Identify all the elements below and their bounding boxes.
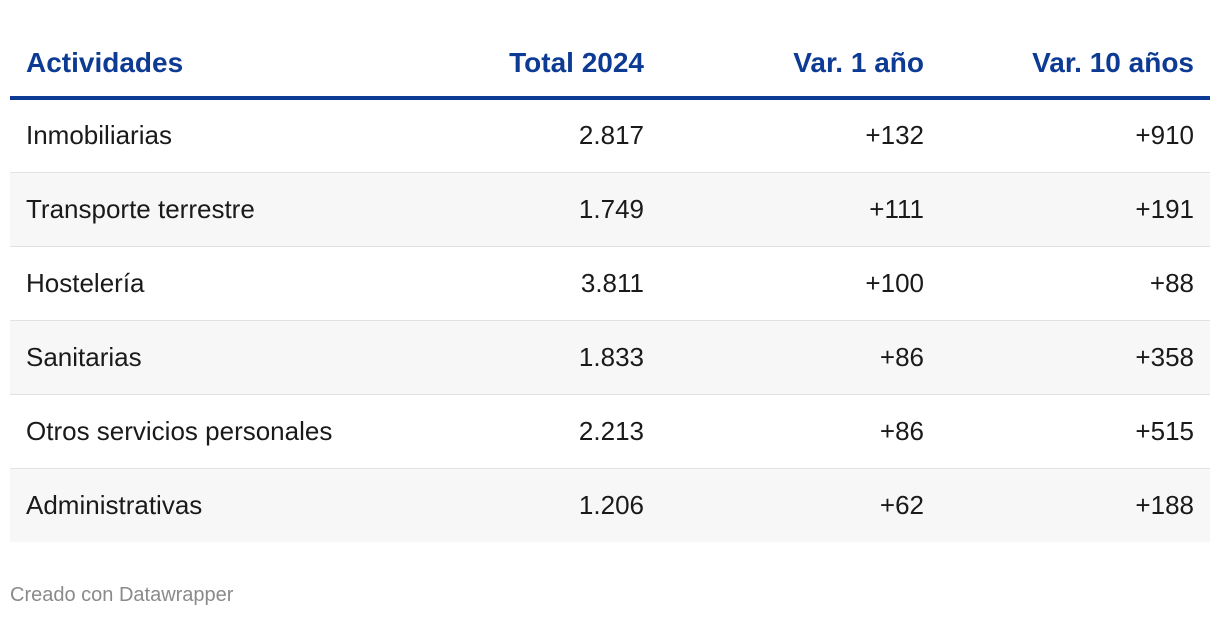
cell-var-1-ano: +132 bbox=[660, 98, 940, 173]
cell-actividad: Sanitarias bbox=[10, 320, 470, 395]
cell-actividad: Hostelería bbox=[10, 246, 470, 321]
cell-var-10-anos: +515 bbox=[940, 394, 1210, 469]
cell-actividad: Administrativas bbox=[10, 468, 470, 542]
cell-total-2024: 1.833 bbox=[470, 320, 660, 395]
cell-total-2024: 2.817 bbox=[470, 98, 660, 173]
cell-actividad: Inmobiliarias bbox=[10, 98, 470, 173]
cell-var-10-anos: +191 bbox=[940, 172, 1210, 247]
cell-total-2024: 3.811 bbox=[470, 246, 660, 321]
cell-var-1-ano: +100 bbox=[660, 246, 940, 321]
data-table-container: Actividades Total 2024 Var. 1 año Var. 1… bbox=[10, 30, 1210, 542]
cell-total-2024: 1.749 bbox=[470, 172, 660, 247]
cell-var-10-anos: +358 bbox=[940, 320, 1210, 395]
column-header-total-2024[interactable]: Total 2024 bbox=[470, 30, 660, 100]
datawrapper-credit[interactable]: Creado con Datawrapper bbox=[10, 584, 234, 606]
cell-actividad: Transporte terrestre bbox=[10, 172, 470, 247]
data-table: Actividades Total 2024 Var. 1 año Var. 1… bbox=[10, 30, 1210, 542]
cell-var-1-ano: +86 bbox=[660, 320, 940, 395]
cell-total-2024: 2.213 bbox=[470, 394, 660, 469]
cell-var-10-anos: +188 bbox=[940, 468, 1210, 542]
table-row: Transporte terrestre 1.749 +111 +191 bbox=[10, 172, 1210, 247]
table-row: Hostelería 3.811 +100 +88 bbox=[10, 246, 1210, 321]
table-row: Otros servicios personales 2.213 +86 +51… bbox=[10, 394, 1210, 469]
cell-var-10-anos: +88 bbox=[940, 246, 1210, 321]
cell-var-1-ano: +111 bbox=[660, 172, 940, 247]
cell-var-1-ano: +62 bbox=[660, 468, 940, 542]
column-header-var-10-anos[interactable]: Var. 10 años bbox=[940, 30, 1210, 100]
column-header-var-1-ano[interactable]: Var. 1 año bbox=[660, 30, 940, 100]
column-header-actividades[interactable]: Actividades bbox=[10, 30, 470, 100]
table-row: Administrativas 1.206 +62 +188 bbox=[10, 468, 1210, 542]
cell-total-2024: 1.206 bbox=[470, 468, 660, 542]
cell-actividad: Otros servicios personales bbox=[10, 394, 470, 469]
table-row: Sanitarias 1.833 +86 +358 bbox=[10, 320, 1210, 395]
table-row: Inmobiliarias 2.817 +132 +910 bbox=[10, 98, 1210, 173]
table-header-row: Actividades Total 2024 Var. 1 año Var. 1… bbox=[10, 30, 1210, 100]
cell-var-10-anos: +910 bbox=[940, 98, 1210, 173]
cell-var-1-ano: +86 bbox=[660, 394, 940, 469]
